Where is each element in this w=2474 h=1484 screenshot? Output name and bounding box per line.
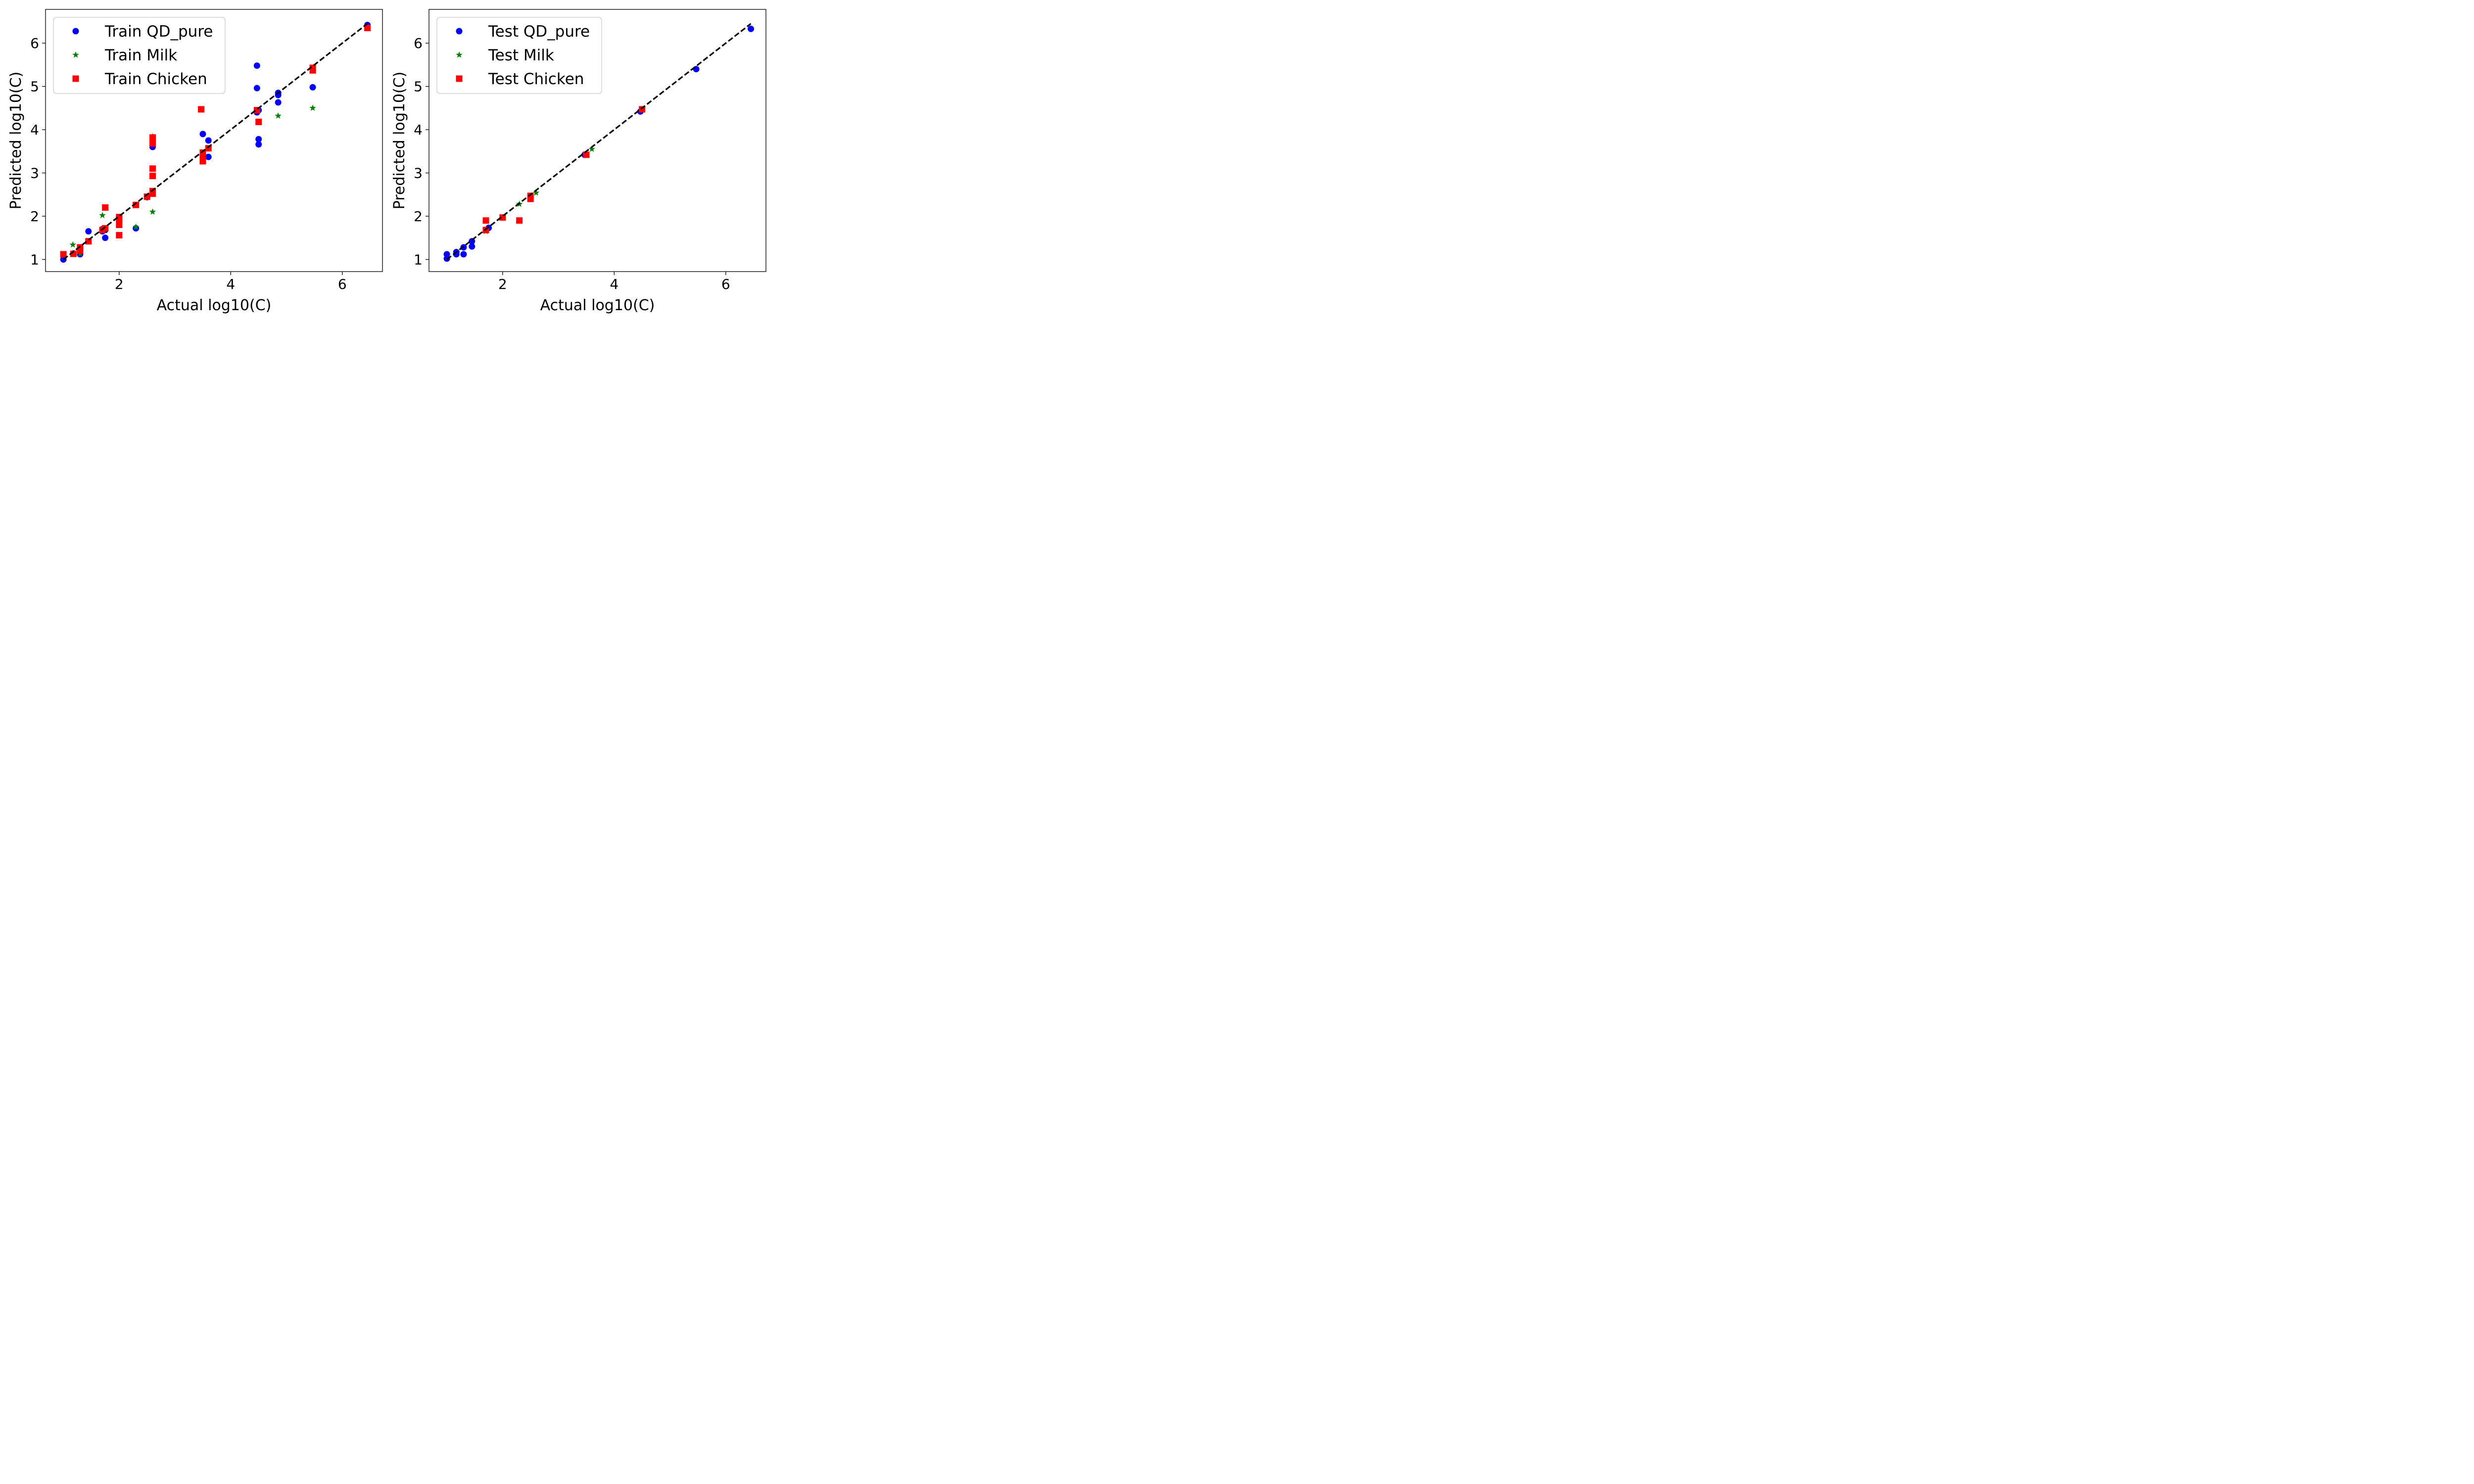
plot-frame bbox=[45, 9, 383, 272]
point-train-chicken bbox=[116, 222, 123, 229]
point-train-qd-pure bbox=[199, 131, 206, 138]
point-test-qd-pure bbox=[443, 251, 450, 258]
point-train-chicken bbox=[198, 106, 205, 113]
legend-label: Test QD_pure bbox=[488, 23, 590, 41]
point-test-qd-pure bbox=[460, 251, 467, 258]
point-train-chicken bbox=[255, 118, 262, 125]
legend-label: Train Chicken bbox=[104, 70, 207, 88]
chart-panel-2: 2 4 6 1 2 3 4 5 6 Actual log10(C) Predicted log10(… bbox=[391, 9, 766, 314]
plot-frame bbox=[428, 9, 766, 272]
legend-label: Train Milk bbox=[104, 46, 177, 64]
point-train-milk bbox=[275, 112, 282, 119]
y-tick-label: 3 bbox=[30, 165, 39, 182]
point-train-qd-pure bbox=[205, 153, 212, 160]
x-tick-label: 2 bbox=[498, 276, 507, 292]
y-tick-label: 3 bbox=[414, 165, 423, 182]
point-test-chicken bbox=[583, 151, 590, 158]
point-test-milk bbox=[532, 189, 540, 196]
y-tick-label: 6 bbox=[30, 35, 39, 51]
y-tick-label: 1 bbox=[30, 252, 39, 268]
point-train-chicken bbox=[199, 158, 206, 165]
legend-label: Train QD_pure bbox=[104, 23, 213, 41]
chart-panel-1: 2 4 6 1 2 3 4 5 6 Actual log10(C) Predicted log10(… bbox=[7, 9, 383, 314]
point-train-qd-pure bbox=[255, 136, 262, 142]
x-tick-label: 6 bbox=[338, 276, 347, 292]
point-train-chicken bbox=[60, 251, 67, 258]
x-axis-label: Actual log10(C) bbox=[540, 297, 655, 314]
point-train-qd-pure bbox=[309, 84, 316, 91]
legend: Train QD_pure Train Milk Train Chicken bbox=[53, 17, 226, 94]
point-train-milk bbox=[99, 212, 106, 218]
legend-marker bbox=[456, 51, 463, 58]
point-train-chicken bbox=[309, 67, 316, 74]
y-tick-label: 4 bbox=[414, 122, 423, 138]
point-train-chicken bbox=[149, 165, 156, 172]
y-tick-label: 1 bbox=[414, 252, 423, 268]
y-tick-label: 2 bbox=[414, 208, 423, 225]
point-train-qd-pure bbox=[255, 141, 262, 148]
point-train-qd-pure bbox=[253, 62, 260, 69]
y-tick-label: 5 bbox=[414, 79, 423, 95]
point-train-qd-pure bbox=[205, 137, 212, 144]
point-train-qd-pure bbox=[253, 85, 260, 92]
point-train-chicken bbox=[364, 25, 371, 32]
point-train-milk bbox=[149, 208, 156, 215]
point-train-milk bbox=[309, 104, 316, 111]
legend-label: Test Chicken bbox=[488, 70, 584, 88]
legend-marker bbox=[72, 51, 79, 58]
legend-box bbox=[53, 17, 226, 94]
point-test-chicken bbox=[482, 217, 489, 224]
point-train-chicken bbox=[133, 201, 140, 208]
point-train-chicken bbox=[116, 232, 123, 239]
point-train-chicken bbox=[149, 173, 156, 180]
point-test-chicken bbox=[516, 217, 523, 224]
legend: Test QD_pure Test Milk Test Chicken bbox=[436, 17, 602, 94]
legend-marker bbox=[72, 75, 79, 82]
y-tick-label: 2 bbox=[30, 208, 39, 225]
y-axis-label: Predicted log10(C) bbox=[391, 72, 408, 210]
point-train-qd-pure bbox=[85, 228, 92, 235]
legend-marker bbox=[72, 28, 79, 35]
point-train-milk bbox=[132, 223, 140, 230]
x-tick-label: 6 bbox=[721, 276, 730, 292]
y-tick-label: 5 bbox=[30, 79, 39, 95]
y-tick-label: 4 bbox=[30, 122, 39, 138]
reference-line bbox=[446, 23, 752, 260]
point-train-chicken bbox=[102, 204, 109, 211]
legend-label: Test Milk bbox=[488, 46, 554, 64]
y-tick-label: 6 bbox=[414, 35, 423, 51]
point-train-qd-pure bbox=[275, 99, 282, 106]
figure: 2 4 6 1 2 3 4 5 6 Actual log10(C) Predicted log10(… bbox=[0, 0, 772, 322]
reference-line bbox=[63, 23, 368, 260]
point-test-milk bbox=[588, 145, 595, 152]
x-axis-label: Actual log10(C) bbox=[157, 297, 272, 314]
x-tick-label: 4 bbox=[226, 276, 235, 292]
legend-box bbox=[436, 17, 602, 94]
legend-marker bbox=[456, 28, 463, 35]
point-train-milk bbox=[69, 241, 76, 248]
point-test-qd-pure bbox=[469, 243, 476, 250]
x-tick-label: 2 bbox=[115, 276, 124, 292]
y-axis-label: Predicted log10(C) bbox=[7, 72, 25, 210]
point-train-chicken bbox=[149, 134, 156, 141]
point-test-qd-pure bbox=[748, 25, 755, 32]
point-train-chicken bbox=[102, 225, 109, 232]
legend-marker bbox=[456, 75, 463, 82]
point-train-qd-pure bbox=[102, 234, 109, 241]
x-tick-label: 4 bbox=[610, 276, 618, 292]
chart-svg: 2 4 6 1 2 3 4 5 6 Actual log10(C) Predicted log10(… bbox=[7, 9, 766, 314]
